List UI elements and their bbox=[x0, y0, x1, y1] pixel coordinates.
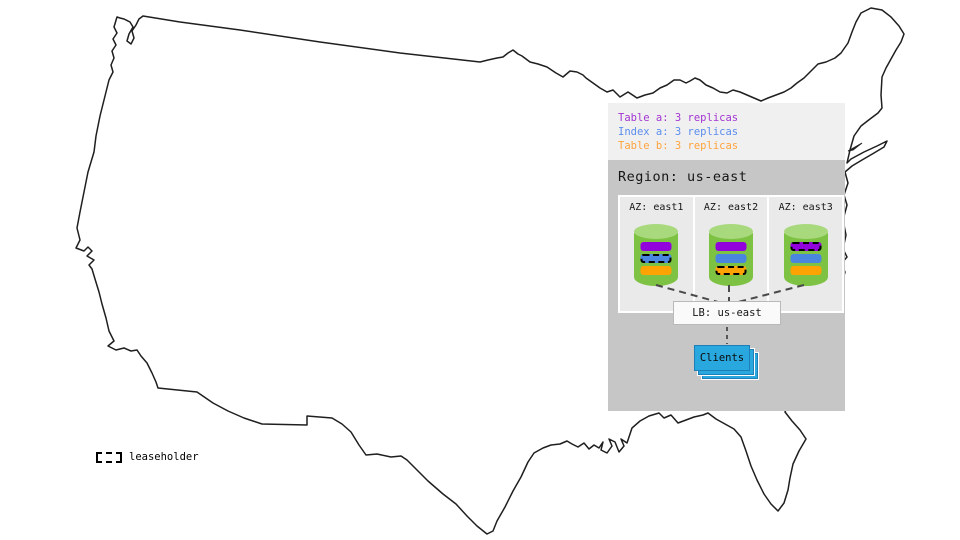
load-balancer-box: LB: us-east bbox=[673, 301, 781, 325]
connector-lines bbox=[655, 284, 805, 344]
us-map-outline bbox=[75, 7, 905, 535]
clients-box: Clients bbox=[694, 345, 750, 371]
region-panel: Region: us-east AZ: east1 AZ: east2 bbox=[608, 160, 845, 411]
replica-table-b bbox=[790, 266, 822, 275]
az-label-east2: AZ: east2 bbox=[703, 202, 759, 213]
az-box-east3: AZ: east3 bbox=[769, 197, 843, 311]
replica-table-a bbox=[640, 242, 672, 251]
az-row: AZ: east1 AZ: east2 bbox=[618, 195, 844, 313]
cylinder-top bbox=[709, 224, 753, 239]
clients-stack: Clients bbox=[694, 345, 760, 381]
az-label-east1: AZ: east1 bbox=[629, 202, 684, 213]
legend-index-a: Index a: 3 replicas bbox=[618, 126, 739, 138]
replica-legend-panel: Table a: 3 replicas Index a: 3 replicas … bbox=[608, 103, 845, 160]
az-box-east2: AZ: east2 bbox=[694, 197, 768, 311]
az-box-east1: AZ: east1 bbox=[620, 197, 693, 311]
leaseholder-swatch bbox=[96, 451, 122, 463]
replica-table-a bbox=[715, 242, 747, 251]
replica-table-b-leaseholder bbox=[715, 266, 747, 275]
replica-table-a-leaseholder bbox=[790, 242, 822, 251]
leaseholder-key: leaseholder bbox=[96, 449, 199, 465]
leaseholder-label: leaseholder bbox=[129, 451, 199, 463]
region-title: Region: us-east bbox=[618, 169, 748, 185]
legend-table-b: Table b: 3 replicas bbox=[618, 140, 739, 152]
cylinder-top bbox=[783, 224, 828, 239]
cylinder-top bbox=[634, 224, 679, 239]
long-island-mark bbox=[847, 142, 863, 152]
legend-table-a: Table a: 3 replicas bbox=[618, 112, 739, 124]
replica-index-a bbox=[715, 254, 747, 263]
az-label-east3: AZ: east3 bbox=[778, 202, 833, 213]
replica-table-b bbox=[640, 266, 672, 275]
replica-index-a-leaseholder bbox=[640, 254, 672, 263]
replica-index-a bbox=[790, 254, 822, 263]
